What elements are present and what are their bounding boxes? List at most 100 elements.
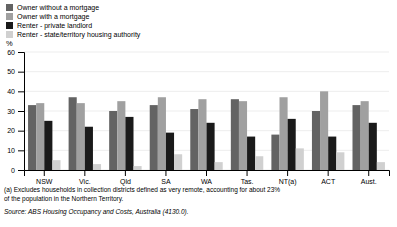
bar xyxy=(44,121,52,170)
tick: 30 xyxy=(7,108,24,115)
grid-line xyxy=(24,52,389,53)
tick: Tas. xyxy=(241,170,254,185)
tick: 10 xyxy=(7,147,24,154)
tick-mark xyxy=(18,72,24,73)
bar xyxy=(125,117,133,170)
tick-mark xyxy=(287,170,288,176)
bar xyxy=(353,105,361,170)
bar xyxy=(296,148,304,170)
bar xyxy=(361,101,369,170)
tick-label: 40 xyxy=(7,88,15,95)
legend-label: Renter - state/territory housing authori… xyxy=(17,31,141,39)
tick: 0 xyxy=(11,167,24,174)
bar xyxy=(117,101,125,170)
bar xyxy=(150,105,158,170)
grid-line xyxy=(24,71,389,72)
annotation: Source: ABS Housing Occupancy and Costs,… xyxy=(4,208,189,216)
tick: 60 xyxy=(7,49,24,56)
tick-label: Vic. xyxy=(79,178,91,185)
tick-label: Tas. xyxy=(241,178,254,185)
tick: 50 xyxy=(7,68,24,75)
bar xyxy=(312,111,320,170)
axis-line xyxy=(18,53,25,171)
tick-mark xyxy=(84,170,85,176)
tick-mark xyxy=(18,170,24,171)
tick-mark xyxy=(206,170,207,176)
legend-label: Owner with a mortgage xyxy=(17,13,89,21)
footnotes: (a) Excludes households in collection di… xyxy=(4,186,280,216)
legend-entry: Renter - state/territory housing authori… xyxy=(6,31,141,39)
bar xyxy=(288,119,296,170)
legend-swatch xyxy=(6,22,13,29)
bar xyxy=(52,160,60,170)
tick-label: Qld xyxy=(120,178,131,186)
bar xyxy=(174,154,182,170)
tick-mark xyxy=(18,111,24,112)
legend-swatch xyxy=(6,4,13,11)
bar xyxy=(109,111,117,170)
tick: NSW xyxy=(36,170,53,185)
tick-mark xyxy=(18,150,24,151)
bar xyxy=(377,162,385,170)
tick: SA xyxy=(161,170,171,185)
tick-mark xyxy=(368,170,369,176)
legend-label: Renter - private landlord xyxy=(17,22,92,30)
bar xyxy=(77,103,85,170)
bar-series xyxy=(28,97,361,170)
tick: NT(a) xyxy=(279,170,297,186)
tick: 40 xyxy=(7,88,24,95)
bar xyxy=(198,99,206,170)
tick: WA xyxy=(201,170,212,185)
bar xyxy=(215,162,223,170)
bar xyxy=(28,105,36,170)
legend-label: Owner without a mortgage xyxy=(17,4,99,12)
annotation: (a) Excludes households in collection di… xyxy=(4,186,280,194)
tick-mark xyxy=(18,91,24,92)
tick-mark xyxy=(247,170,248,176)
bar-series xyxy=(36,91,369,170)
bar xyxy=(369,123,377,170)
axis-line xyxy=(25,171,390,177)
tick-label: 50 xyxy=(7,68,15,75)
tick-mark xyxy=(125,170,126,176)
bar-series xyxy=(52,148,385,170)
tick-label: SA xyxy=(161,178,171,185)
bar xyxy=(158,97,166,170)
bar xyxy=(336,152,344,170)
tick-label: 60 xyxy=(7,49,15,56)
grid-line xyxy=(24,91,389,92)
bar xyxy=(239,101,247,170)
legend-swatch xyxy=(6,13,13,20)
legend-entry: Renter - private landlord xyxy=(6,22,92,30)
x-axis: NSW Vic. Qld SA WA Tas. NT(a) ACT Aust. xyxy=(25,170,390,186)
bar xyxy=(280,97,288,170)
chart: 0 10 20 30 40 50 60 NSW Vic. Qld SA WA Tas. NT(a) ACT A… xyxy=(0,0,397,227)
tick: Aust. xyxy=(361,170,377,185)
bar xyxy=(271,135,279,170)
tick-mark xyxy=(18,131,24,132)
bar xyxy=(231,99,239,170)
y-axis: 0 10 20 30 40 50 60 xyxy=(7,49,24,174)
tick-mark xyxy=(44,170,45,176)
annotation: of the population in the Northern Territ… xyxy=(4,195,124,203)
tick-mark xyxy=(328,170,329,176)
bar-series xyxy=(44,117,377,170)
bar xyxy=(85,127,93,170)
bar xyxy=(247,137,255,170)
tick-label: WA xyxy=(201,178,212,185)
legend-entry: Owner without a mortgage xyxy=(6,4,99,12)
bar xyxy=(36,103,44,170)
bar xyxy=(134,166,142,170)
legend-entry: Owner with a mortgage xyxy=(6,13,89,21)
bar xyxy=(93,164,101,170)
tick: 20 xyxy=(7,127,24,134)
tick-label: 0 xyxy=(11,167,15,174)
tick: Vic. xyxy=(79,170,91,185)
plot: 0 10 20 30 40 50 60 NSW Vic. Qld SA WA Tas. NT(a) ACT A… xyxy=(7,49,389,186)
bars xyxy=(28,91,385,170)
tick-label: 30 xyxy=(7,108,15,115)
tick: Qld xyxy=(120,170,131,186)
tick-label: ACT xyxy=(321,178,336,185)
grid xyxy=(24,52,389,170)
bar xyxy=(69,97,77,170)
